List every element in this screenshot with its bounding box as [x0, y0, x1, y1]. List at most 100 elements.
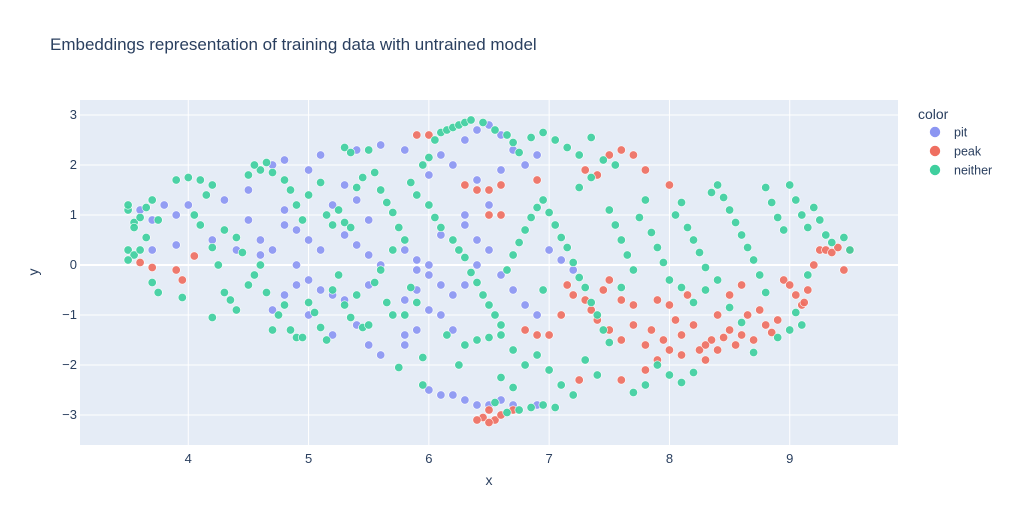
data-point-neither [809, 203, 819, 213]
data-point-pit [472, 260, 482, 270]
data-point-neither [815, 215, 825, 225]
data-point-neither [328, 285, 338, 295]
y-tick-label: −3 [62, 407, 77, 422]
data-point-pit [496, 270, 506, 280]
data-point-neither [496, 372, 506, 382]
data-point-neither [646, 228, 656, 238]
data-point-neither [773, 332, 783, 342]
data-point-neither [827, 238, 837, 248]
data-point-neither [580, 282, 590, 292]
data-point-neither [538, 128, 548, 138]
data-point-peak [652, 295, 662, 305]
y-tick-label: 3 [70, 107, 77, 122]
data-point-neither [364, 320, 374, 330]
data-point-neither [700, 285, 710, 295]
data-point-neither [418, 352, 428, 362]
data-point-peak [520, 325, 530, 335]
data-point-peak [562, 280, 572, 290]
data-point-neither [767, 198, 777, 208]
data-point-neither [189, 210, 199, 220]
data-point-pit [472, 125, 482, 135]
data-point-neither [388, 310, 398, 320]
data-point-neither [791, 195, 801, 205]
data-point-neither [123, 255, 133, 265]
data-point-neither [334, 270, 344, 280]
data-point-pit [183, 200, 193, 210]
data-point-pit [484, 245, 494, 255]
data-point-pit [424, 270, 434, 280]
data-point-peak [484, 405, 494, 415]
data-point-neither [586, 173, 596, 183]
data-point-peak [532, 330, 542, 340]
data-point-neither [430, 135, 440, 145]
data-point-neither [688, 297, 698, 307]
data-point-peak [496, 210, 506, 220]
data-point-pit [448, 160, 458, 170]
data-point-pit [364, 250, 374, 260]
data-point-peak [803, 285, 813, 295]
data-point-neither [568, 257, 578, 267]
data-point-neither [454, 245, 464, 255]
data-point-pit [316, 150, 326, 160]
data-point-neither [556, 380, 566, 390]
data-point-neither [514, 405, 524, 415]
data-point-peak [773, 315, 783, 325]
data-point-peak [460, 180, 470, 190]
data-point-neither [713, 180, 723, 190]
data-point-peak [616, 375, 626, 385]
y-axis-title: y [25, 269, 41, 276]
data-point-neither [502, 265, 512, 275]
data-point-neither [508, 382, 518, 392]
data-point-peak [799, 297, 809, 307]
data-point-neither [538, 195, 548, 205]
data-point-peak [496, 180, 506, 190]
data-point-neither [195, 175, 205, 185]
data-point-neither [219, 225, 229, 235]
data-point-neither [207, 312, 217, 322]
data-point-neither [135, 213, 145, 223]
data-point-neither [370, 168, 380, 178]
data-point-peak [484, 185, 494, 195]
data-point-neither [424, 153, 434, 163]
data-point-neither [400, 235, 410, 245]
data-point-neither [129, 223, 139, 233]
data-point-neither [749, 347, 759, 357]
data-point-peak [628, 320, 638, 330]
data-point-pit [304, 235, 314, 245]
data-point-neither [700, 262, 710, 272]
data-point-peak [640, 340, 650, 350]
data-point-neither [340, 218, 350, 228]
data-point-pit [448, 325, 458, 335]
data-point-neither [291, 200, 301, 210]
data-point-neither [129, 250, 139, 260]
data-point-peak [484, 210, 494, 220]
y-tick-label: −2 [62, 357, 77, 372]
data-point-neither [255, 165, 265, 175]
data-point-neither [201, 190, 211, 200]
data-point-neither [706, 188, 716, 198]
data-point-neither [568, 390, 578, 400]
data-point-neither [592, 310, 602, 320]
data-point-peak [682, 290, 692, 300]
data-point-pit [436, 310, 446, 320]
x-tick-label: 7 [546, 451, 553, 466]
data-point-neither [604, 337, 614, 347]
data-point-peak [676, 330, 686, 340]
data-point-pit [304, 275, 314, 285]
data-point-pit [460, 210, 470, 220]
data-point-neither [370, 277, 380, 287]
data-point-pit [255, 250, 265, 260]
data-point-peak [713, 310, 723, 320]
data-point-neither [598, 325, 608, 335]
data-point-neither [478, 118, 488, 128]
data-point-neither [821, 230, 831, 240]
data-point-neither [418, 380, 428, 390]
data-point-pit [472, 400, 482, 410]
data-point-neither [213, 260, 223, 270]
data-point-peak [664, 345, 674, 355]
legend: color pit peak neither [918, 106, 992, 178]
data-point-peak [568, 290, 578, 300]
data-point-neither [785, 325, 795, 335]
data-point-neither [713, 275, 723, 285]
data-point-peak [604, 150, 614, 160]
